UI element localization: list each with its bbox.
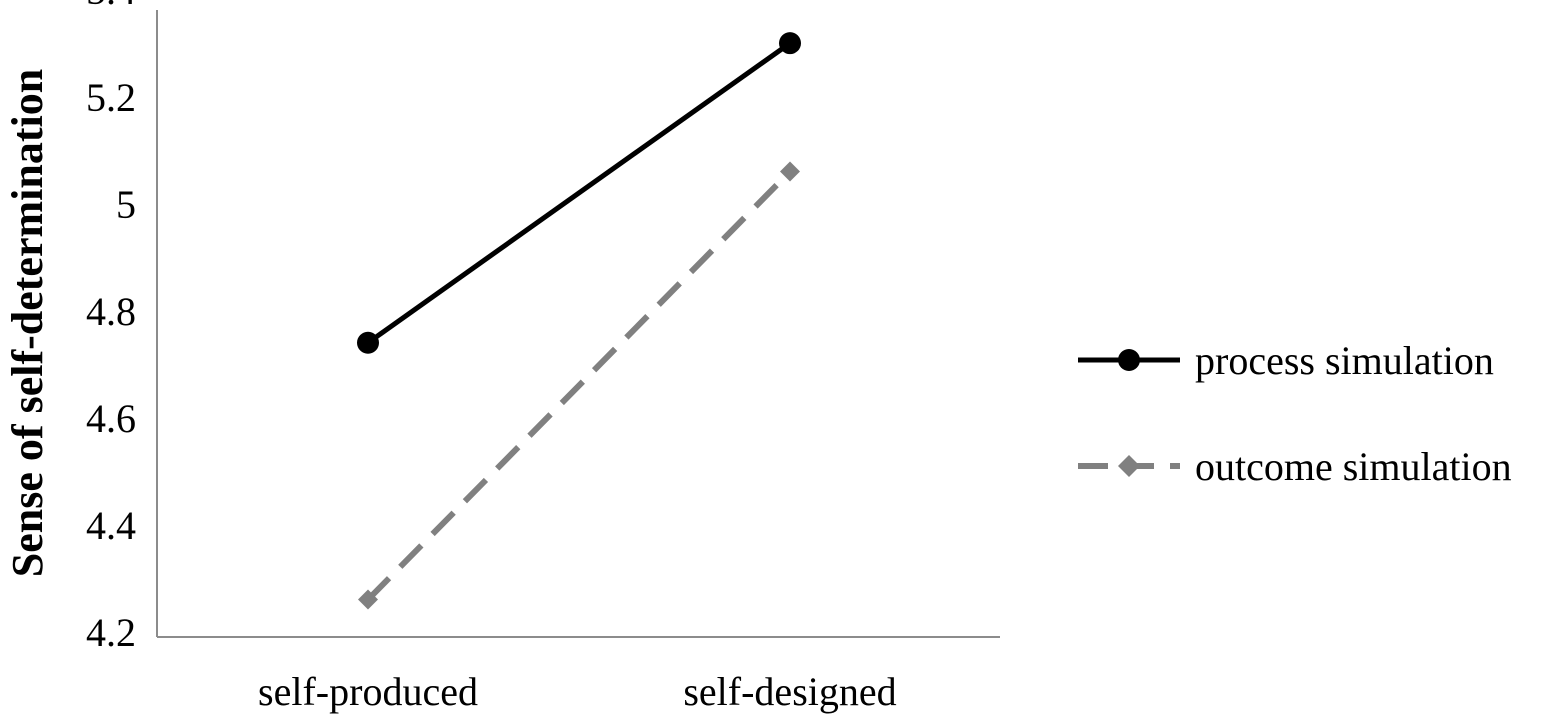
series-layer	[357, 32, 801, 610]
y-tick-label: 4.6	[86, 396, 136, 441]
x-tick-label: self-produced	[258, 669, 478, 714]
y-tick-label: 4.4	[86, 503, 136, 548]
data-point	[357, 331, 379, 354]
legend-marker-circle	[1118, 349, 1140, 371]
series-line-process-simulation	[366, 41, 792, 345]
y-tick-labels: 4.2 4.4 4.6 4.8 5 5.2 5.4	[86, 0, 136, 655]
series-line-outcome-simulation	[365, 169, 793, 602]
x-tick-labels: self-produced self-designed	[258, 669, 897, 714]
y-tick-label: 5.2	[86, 75, 136, 120]
data-point	[358, 589, 378, 610]
data-point	[779, 32, 801, 55]
y-tick-label: 4.8	[86, 289, 136, 334]
data-point	[780, 161, 800, 182]
legend-item-process-simulation: process simulation	[1078, 338, 1494, 383]
x-tick-label: self-designed	[683, 669, 896, 714]
legend-marker-diamond	[1118, 455, 1140, 477]
y-tick-label: 5	[116, 182, 136, 227]
legend-item-outcome-simulation: outcome simulation	[1078, 444, 1512, 489]
legend-label: outcome simulation	[1195, 444, 1512, 489]
legend: process simulation outcome simulation	[1078, 338, 1512, 489]
legend-label: process simulation	[1195, 338, 1494, 383]
y-axis-title: Sense of self-determination	[3, 69, 52, 577]
y-tick-label: 5.4	[86, 0, 136, 13]
y-tick-label: 4.2	[86, 610, 136, 655]
